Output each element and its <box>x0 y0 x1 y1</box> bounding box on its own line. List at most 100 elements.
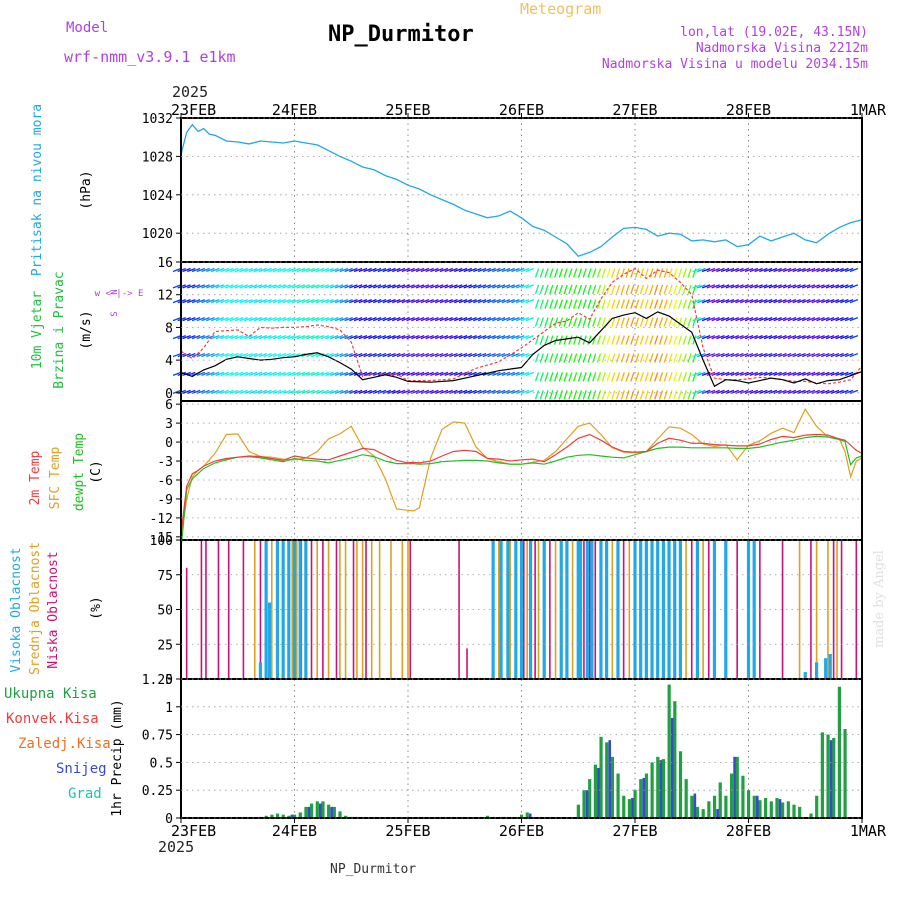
wind-barb <box>806 316 816 322</box>
wind-barb <box>625 299 630 309</box>
wind-barb <box>539 317 544 327</box>
wind-barb <box>706 299 716 304</box>
wind-barb <box>587 299 592 309</box>
wind-barb <box>210 267 220 273</box>
wind-barb <box>339 267 349 273</box>
precip-bar-rain <box>639 779 643 818</box>
wind-barb <box>468 371 477 376</box>
wind-barb <box>553 268 559 278</box>
precip-bar-snow <box>716 809 719 818</box>
left-labels: Pritisak na nivou mora (hPa) 10m Vjetar … <box>0 0 160 900</box>
wind-barb <box>539 335 544 345</box>
wind-barb <box>387 352 396 358</box>
wind-barb <box>239 299 248 304</box>
wind-barb <box>473 389 482 394</box>
cloud-bar-niska <box>365 540 367 679</box>
wind-barb <box>649 335 654 345</box>
wind-barb <box>415 334 425 340</box>
wind-barb <box>210 284 220 289</box>
wind-barb <box>482 299 492 304</box>
y-tick-label: 75 <box>157 569 173 584</box>
wind-barb <box>711 299 720 304</box>
precip-bar-rain <box>310 803 314 818</box>
wind-barb <box>225 284 234 289</box>
wind-barb <box>344 267 353 273</box>
wind-barb <box>615 335 621 345</box>
wind-barb <box>830 284 840 289</box>
wind-barb <box>449 334 458 340</box>
wind-barb <box>258 299 268 304</box>
wind-barb <box>711 389 720 394</box>
wind-barb <box>797 389 806 394</box>
cloud-bar-niska <box>352 540 355 679</box>
wind-barb <box>539 299 544 309</box>
cloud-bar-srednja <box>798 540 801 679</box>
wind-barb <box>277 316 287 322</box>
wind-barb <box>449 267 458 273</box>
y-tick-label: -9 <box>157 493 173 508</box>
cloud-bar-visoka <box>633 540 637 679</box>
wind-barb <box>196 352 206 358</box>
x-tick-label-bottom: 24FEB <box>272 822 317 840</box>
wind-barb <box>558 390 563 400</box>
wind-barb <box>725 299 735 304</box>
wind-barb <box>291 267 301 273</box>
wind-barb <box>291 334 301 340</box>
wind-barb <box>506 334 515 340</box>
wind-barb <box>334 267 344 273</box>
cloud-bar-niska <box>458 540 460 679</box>
wind-barb <box>172 334 182 340</box>
wind-barb <box>401 299 411 304</box>
precip-bar-snow <box>597 767 600 818</box>
wind-barb <box>615 284 621 295</box>
wind-barb <box>234 334 244 340</box>
wind-barb <box>577 335 583 345</box>
wind-barb <box>754 371 763 376</box>
wind-barb <box>454 371 463 376</box>
wind-barb <box>401 371 411 376</box>
wind-barb <box>806 299 816 304</box>
wind-barb <box>630 268 635 278</box>
wind-barb <box>539 268 544 278</box>
cloud-bar-visoka <box>528 540 533 679</box>
wind-barb <box>239 371 248 376</box>
wind-barb <box>492 316 501 322</box>
precip-bar-rain <box>786 801 790 818</box>
wind-barb <box>759 371 768 376</box>
cloud-bar-visoka <box>275 540 280 679</box>
wind-barb <box>630 335 635 345</box>
wind-barb <box>754 389 763 394</box>
wind-barb <box>396 284 406 289</box>
wind-barb <box>201 316 210 322</box>
wind-barb <box>730 267 739 273</box>
cloud-bar-srednja <box>702 540 704 679</box>
wind-barb <box>568 317 573 327</box>
wind-barb <box>725 284 735 289</box>
precip-bar-rain <box>673 701 677 818</box>
wind-barb <box>210 316 220 322</box>
wind-barb <box>744 284 754 289</box>
wind-barb <box>206 334 215 340</box>
wind-barb <box>396 299 406 304</box>
wind-barb <box>740 299 749 304</box>
panel-frame-temperature <box>180 400 863 541</box>
wind-barb <box>844 371 854 376</box>
precip-bar-rain <box>304 806 308 818</box>
wind-barb <box>611 372 616 382</box>
wind-barb <box>349 352 358 358</box>
wind-barb <box>620 317 625 327</box>
wind-barb <box>668 284 673 295</box>
wind-barb <box>687 353 692 363</box>
wind-barb <box>368 299 377 304</box>
x-tick-label-bottom: 27FEB <box>612 822 657 840</box>
wind-barb <box>444 284 453 289</box>
wind-barb <box>249 299 258 304</box>
wind-barb <box>353 267 363 273</box>
wind-barb <box>363 267 372 273</box>
wind-barb <box>225 389 234 394</box>
wind-barb <box>268 334 277 340</box>
precip-bar-rain <box>627 799 632 818</box>
y-tick-label: 6 <box>165 398 173 413</box>
wind-barb <box>191 299 201 304</box>
wind-barb <box>339 299 349 304</box>
